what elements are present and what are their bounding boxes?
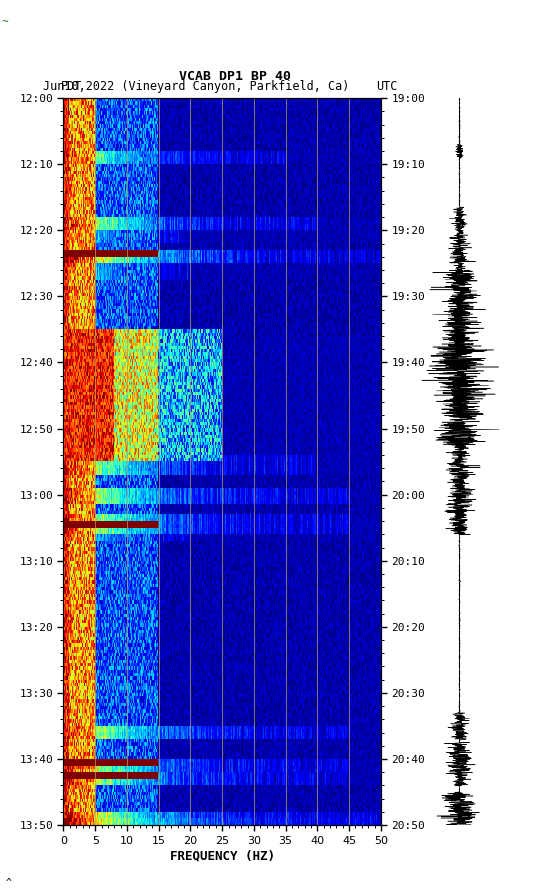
- Text: ^: ^: [6, 879, 12, 888]
- Text: USGS: USGS: [17, 15, 50, 29]
- Text: ~: ~: [1, 17, 8, 27]
- Text: Jun10,2022 (Vineyard Canyon, Parkfield, Ca): Jun10,2022 (Vineyard Canyon, Parkfield, …: [43, 79, 349, 93]
- Text: VCAB DP1 BP 40: VCAB DP1 BP 40: [179, 70, 290, 83]
- Text: UTC: UTC: [376, 79, 397, 93]
- Text: PDT: PDT: [61, 79, 82, 93]
- X-axis label: FREQUENCY (HZ): FREQUENCY (HZ): [169, 850, 275, 863]
